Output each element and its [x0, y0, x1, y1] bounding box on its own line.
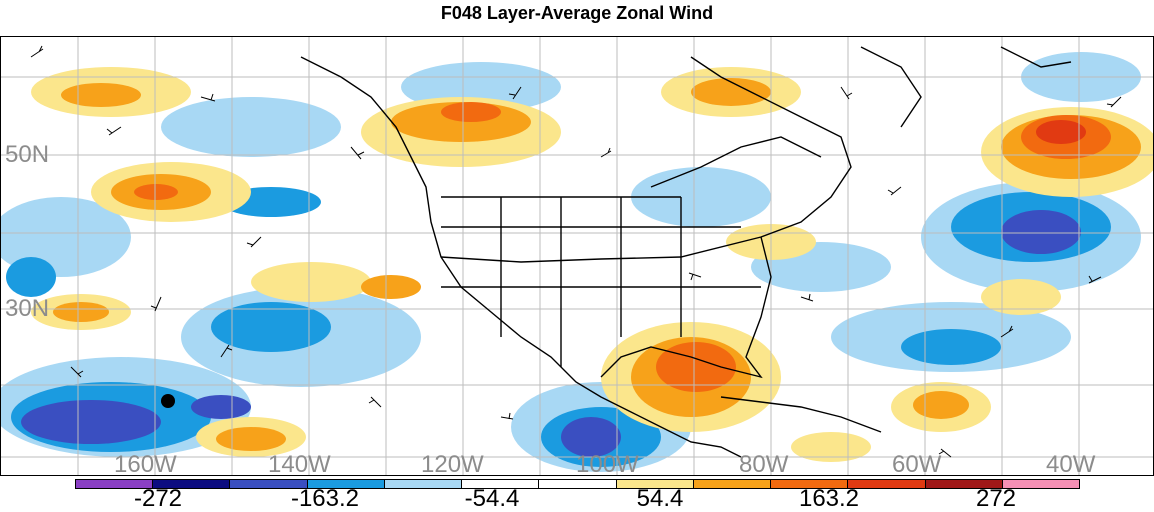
colorbar-segment: [1002, 480, 1080, 488]
lon-label-120w: 120W: [421, 451, 484, 476]
colorbar-label-neg163: -163.2: [290, 485, 360, 512]
colorbar-label-neg54: -54.4: [464, 485, 520, 512]
lat-label-30n: 30N: [5, 295, 50, 322]
wind-field: [1, 52, 1153, 472]
graticule: [1, 37, 1153, 475]
colorbar-segment: [384, 480, 463, 488]
colorbar-segment: [693, 480, 772, 488]
lon-label-140w: 140W: [268, 451, 331, 476]
coastlines: [300, 46, 1072, 458]
colorbar-label-pos163: 163.2: [798, 485, 860, 512]
lon-label-80w: 80W: [739, 451, 789, 476]
lon-label-40w: 40W: [1046, 451, 1096, 476]
colorbar-segment: [925, 480, 1003, 488]
colorbar-segment: [307, 480, 385, 488]
colorbar-segment: [848, 480, 926, 488]
location-marker: [161, 394, 175, 408]
chart-title: F048 Layer-Average Zonal Wind: [440, 3, 714, 23]
colorbar-segment: [76, 480, 154, 488]
lat-label-50n: 50N: [5, 141, 50, 168]
lon-label-160w: 160W: [114, 451, 177, 476]
colorbar: [75, 479, 1080, 489]
map-panel: 50N 30N 160W 140W 120W 100W 80W 60W 40W: [0, 36, 1154, 476]
colorbar-segment: [539, 480, 617, 488]
colorbar-segment: [771, 480, 849, 488]
lon-label-60w: 60W: [892, 451, 942, 476]
lon-label-100w: 100W: [576, 451, 639, 476]
colorbar-label-pos272: 272: [975, 485, 1017, 512]
colorbar-label-pos54: 54.4: [636, 485, 684, 512]
map-canvas: [1, 37, 1153, 475]
colorbar-label-neg272: -272: [133, 485, 183, 512]
colorbar-segment: [230, 480, 308, 488]
colorbar-segment: [462, 480, 540, 488]
colorbar-segment: [616, 480, 694, 488]
wind-barbs: [30, 45, 1122, 458]
colorbar-segment: [153, 480, 231, 488]
